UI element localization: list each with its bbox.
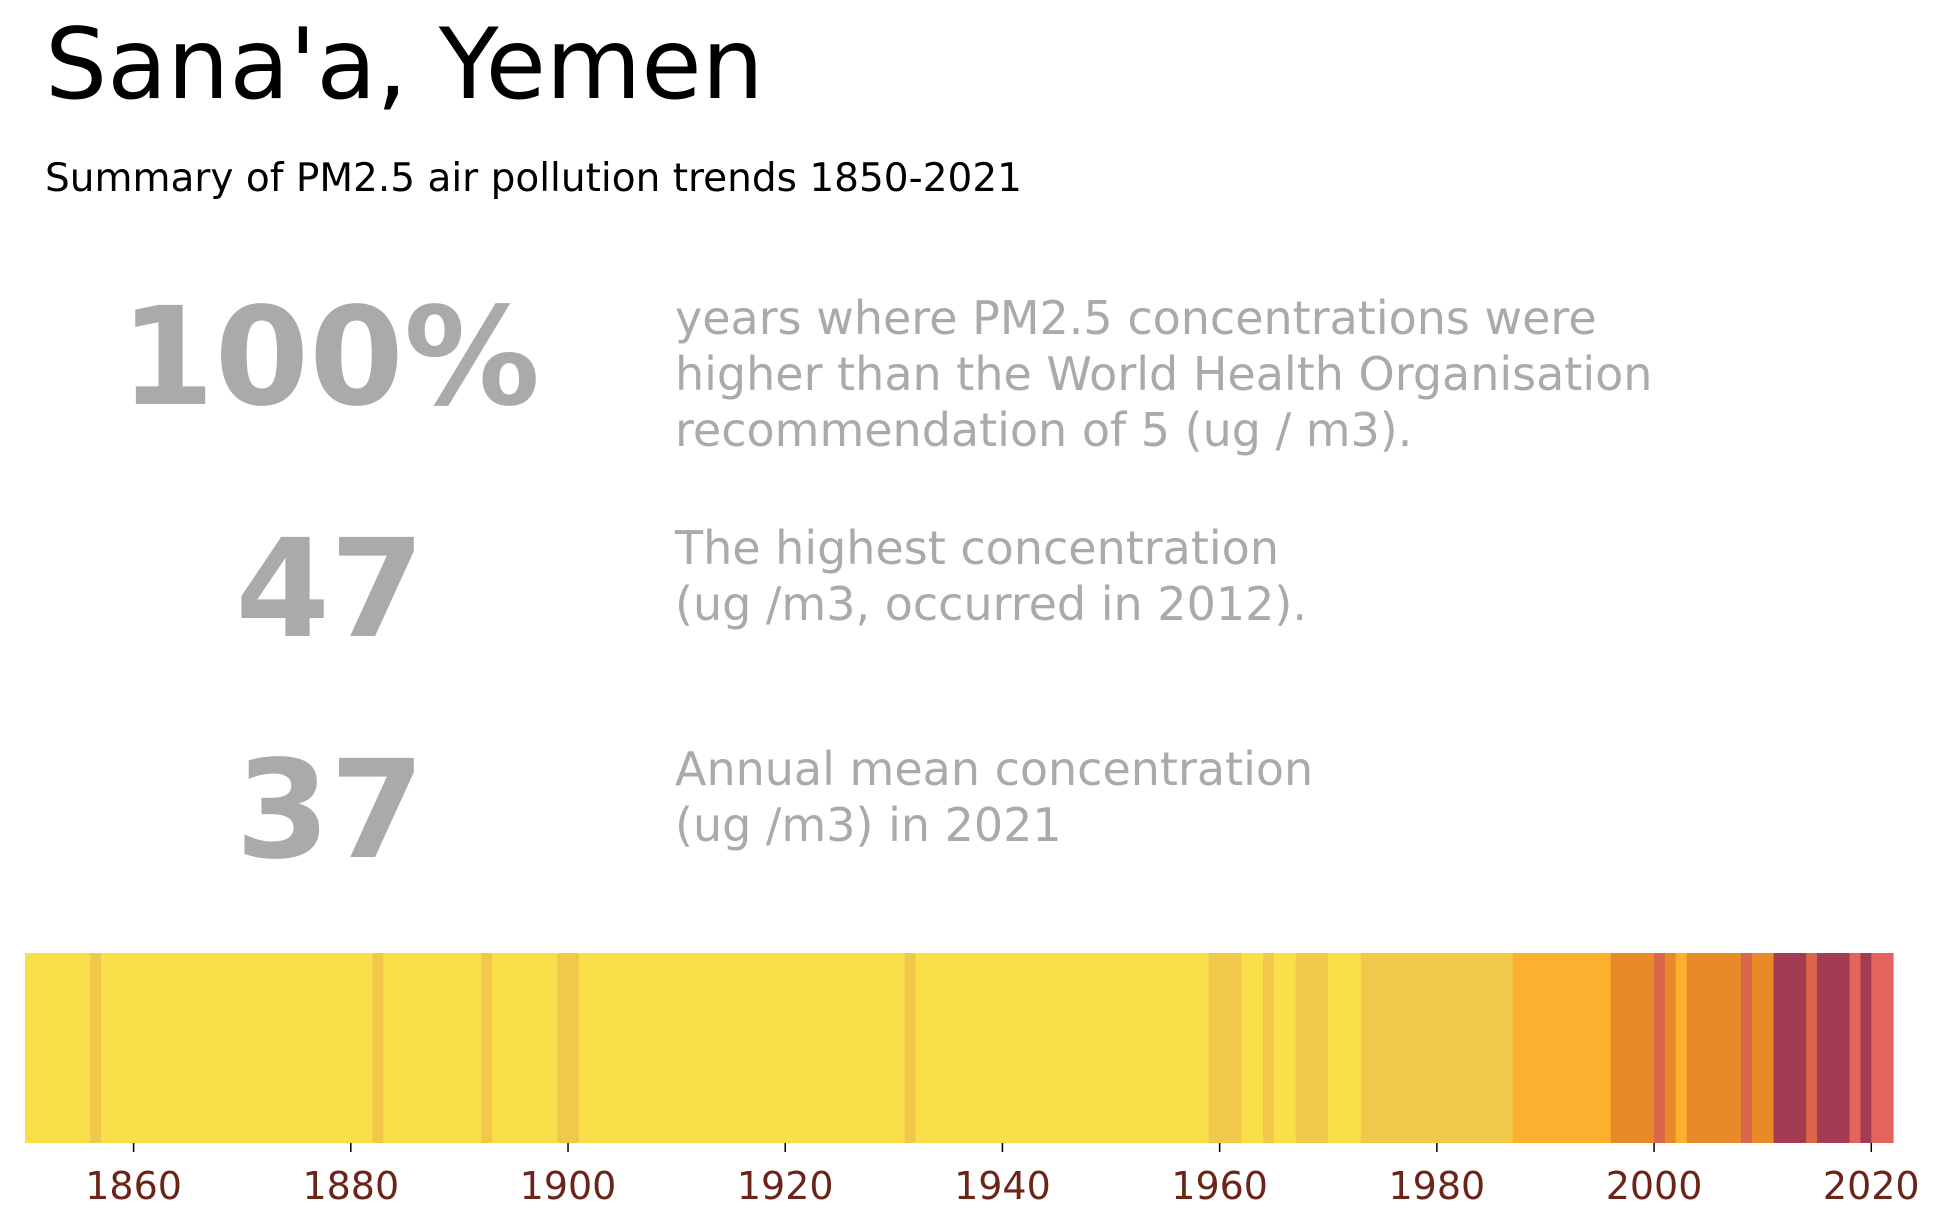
- stripe-segment: [1740, 953, 1753, 1143]
- stripe-segment: [1654, 953, 1666, 1143]
- stripe-segment: [481, 953, 493, 1143]
- x-axis: 1860 1880 1900 1920 1940 1960 1980 2000 2020: [85, 1143, 1920, 1208]
- x-tick-label: 1980: [1389, 1164, 1486, 1208]
- stripe-segment: [1849, 953, 1862, 1143]
- stat-line: years where PM2.5 concentrations were: [675, 291, 1597, 345]
- stripe-segment: [1686, 953, 1742, 1143]
- stripe-segment: [1806, 953, 1818, 1143]
- stripe-segment: [492, 953, 558, 1143]
- x-tick-label: 1960: [1171, 1164, 1268, 1208]
- stripe-segment: [1263, 953, 1275, 1143]
- stripe-segment: [101, 953, 374, 1143]
- stripe-segment: [904, 953, 917, 1143]
- page-title: Sana'a, Yemen: [45, 8, 764, 122]
- stripe-segment: [1512, 953, 1612, 1143]
- stripe-segment: [1295, 953, 1329, 1143]
- stat-line: (ug /m3, occurred in 2012).: [675, 577, 1307, 631]
- stripe-segment: [1273, 953, 1297, 1143]
- stat-description-highest: The highest concentration (ug /m3, occur…: [675, 520, 1307, 632]
- x-tick-label: 1920: [737, 1164, 834, 1208]
- stat-description-exceedance: years where PM2.5 concentrations were hi…: [675, 290, 1652, 458]
- x-tick-label: 1860: [85, 1164, 182, 1208]
- stat-value-annual-mean: 37: [235, 732, 425, 890]
- stripe-segment: [1860, 953, 1872, 1143]
- stripe-segment: [578, 953, 906, 1143]
- stripe-segment: [1241, 953, 1264, 1143]
- stripe-segment: [1871, 953, 1894, 1143]
- x-tick-label: 1940: [954, 1164, 1051, 1208]
- stripe-segment: [1816, 953, 1851, 1143]
- stripe-segment: [915, 953, 1210, 1143]
- stripe-segment: [383, 953, 482, 1143]
- stat-line: Annual mean concentration: [675, 742, 1314, 796]
- x-tick-label: 2000: [1606, 1164, 1703, 1208]
- stripe-segment: [25, 953, 91, 1143]
- stat-value-highest: 47: [235, 511, 425, 669]
- x-tick-label: 2020: [1823, 1164, 1920, 1208]
- stat-line: recommendation of 5 (ug / m3).: [675, 403, 1413, 457]
- stat-line: higher than the World Health Organisatio…: [675, 347, 1653, 401]
- stat-line: The highest concentration: [675, 521, 1279, 575]
- stripe-segment: [1773, 953, 1807, 1143]
- stat-line: (ug /m3) in 2021: [675, 798, 1062, 852]
- stripe-segment: [1360, 953, 1514, 1143]
- stat-value-exceedance: 100%: [119, 279, 541, 437]
- page-subtitle: Summary of PM2.5 air pollution trends 18…: [45, 156, 1022, 201]
- stripe-segment: [90, 953, 102, 1143]
- stripe-segment: [1208, 953, 1242, 1143]
- stat-description-annual-mean: Annual mean concentration (ug /m3) in 20…: [675, 741, 1313, 853]
- stripe-segment: [1664, 953, 1677, 1143]
- stripe-segment: [1751, 953, 1775, 1143]
- stripe-segment: [1328, 953, 1362, 1143]
- stripe-segment: [1610, 953, 1655, 1143]
- x-tick-label: 1900: [520, 1164, 617, 1208]
- stripe-segment: [372, 953, 384, 1143]
- x-tick-label: 1880: [302, 1164, 399, 1208]
- stripe-layer: [25, 953, 1894, 1143]
- stripe-segment: [1675, 953, 1688, 1143]
- stripe-segment: [557, 953, 580, 1143]
